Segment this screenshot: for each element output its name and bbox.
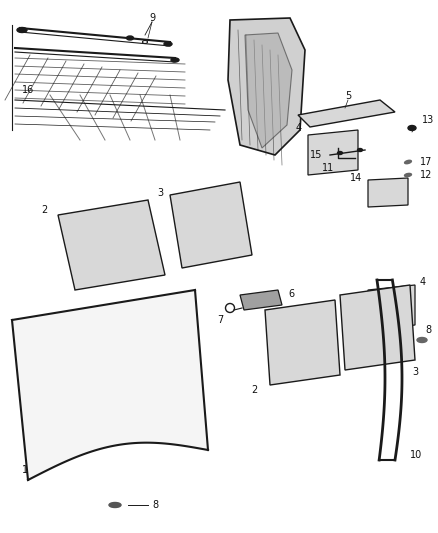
Polygon shape — [298, 100, 395, 127]
Text: 3: 3 — [412, 367, 418, 377]
Polygon shape — [12, 290, 208, 480]
Text: 12: 12 — [420, 170, 432, 180]
Ellipse shape — [338, 151, 343, 155]
Text: 2: 2 — [252, 385, 258, 395]
Polygon shape — [170, 182, 252, 268]
Ellipse shape — [109, 503, 121, 507]
Ellipse shape — [17, 28, 27, 33]
Polygon shape — [265, 300, 340, 385]
Polygon shape — [240, 290, 282, 310]
Polygon shape — [368, 285, 415, 330]
Text: 10: 10 — [410, 450, 422, 460]
Text: 6: 6 — [288, 289, 294, 299]
Ellipse shape — [171, 58, 179, 62]
Text: 9: 9 — [149, 13, 155, 23]
Polygon shape — [58, 200, 165, 290]
Polygon shape — [308, 130, 358, 175]
Text: 8: 8 — [152, 500, 158, 510]
Text: 11: 11 — [322, 163, 334, 173]
Ellipse shape — [408, 125, 416, 131]
Ellipse shape — [417, 337, 427, 343]
Text: 5: 5 — [345, 91, 351, 101]
Ellipse shape — [164, 42, 172, 46]
Polygon shape — [228, 18, 305, 155]
Ellipse shape — [405, 160, 411, 164]
Text: 4: 4 — [420, 277, 426, 287]
Ellipse shape — [405, 173, 411, 176]
Text: 16: 16 — [22, 85, 34, 95]
Polygon shape — [340, 285, 415, 370]
Text: 14: 14 — [350, 173, 362, 183]
Polygon shape — [368, 178, 408, 207]
Text: 8: 8 — [425, 325, 431, 335]
Text: 2: 2 — [42, 205, 48, 215]
Ellipse shape — [127, 36, 134, 40]
Text: 3: 3 — [157, 188, 163, 198]
Text: 7: 7 — [217, 315, 223, 325]
Text: 13: 13 — [422, 115, 434, 125]
Text: 1: 1 — [22, 465, 28, 475]
Text: 4: 4 — [296, 123, 302, 133]
Polygon shape — [245, 33, 292, 148]
Text: 15: 15 — [310, 150, 322, 160]
Ellipse shape — [357, 149, 363, 151]
Text: 17: 17 — [420, 157, 432, 167]
